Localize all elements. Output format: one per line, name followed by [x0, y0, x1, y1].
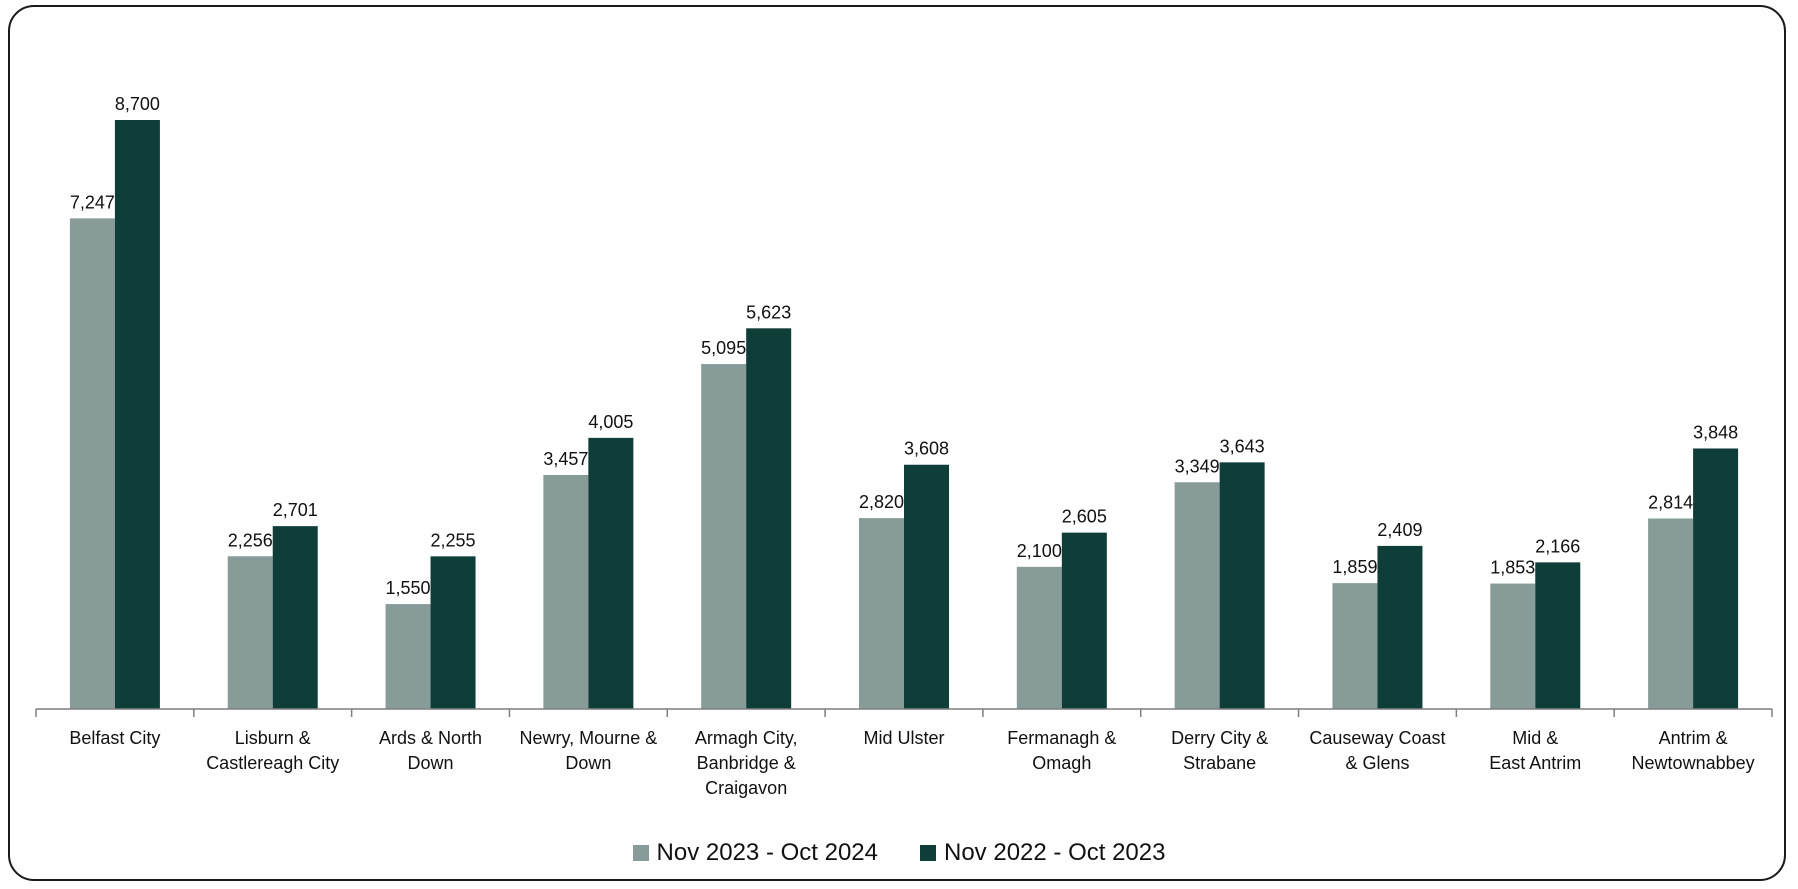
bar-series-2-4 [588, 437, 634, 709]
bar-series-1-6 [859, 518, 904, 709]
data-label-series-2-8: 3,643 [1220, 436, 1265, 456]
legend-swatch-series-2 [920, 845, 936, 861]
bar-series-2-7 [1061, 532, 1107, 709]
data-label-series-1-7: 2,100 [1017, 541, 1062, 561]
bar-series-2-6 [904, 464, 949, 709]
data-label-series-1-11: 2,814 [1648, 492, 1693, 512]
bar-series-1-5 [701, 364, 747, 709]
bar-series-2-3 [430, 556, 476, 709]
data-label-series-1-3: 1,550 [386, 578, 431, 598]
data-label-series-1-9: 1,859 [1332, 557, 1377, 577]
bar-series-2-1 [114, 120, 160, 709]
data-label-series-1-10: 1,853 [1490, 558, 1535, 578]
data-label-series-1-1: 7,247 [70, 192, 115, 212]
data-label-series-1-4: 3,457 [543, 449, 588, 469]
bar-series-2-11 [1693, 448, 1739, 709]
bar-series-1-1 [69, 218, 115, 710]
bar-series-1-3 [385, 604, 431, 709]
legend-label-series-1: Nov 2023 - Oct 2024 [656, 839, 878, 866]
legend: Nov 2023 - Oct 2024 Nov 2022 - Oct 2023 [0, 838, 1798, 868]
category-labels: Belfast City Lisburn & Castlereagh City Ard… [69, 728, 1754, 798]
data-label-series-2-7: 2,605 [1062, 507, 1107, 527]
bar-series-1-11 [1648, 518, 1694, 709]
data-label-series-1-6: 2,820 [859, 492, 904, 512]
category-label-5: Armagh City, Banbridge & Craigavon [695, 728, 798, 798]
category-label-11: Antrim & Newtownabbey [1632, 728, 1755, 773]
category-label-3: Ards & North Down [379, 728, 482, 773]
category-label-10: Mid & East Antrim [1489, 728, 1581, 773]
bar-series-2-2 [272, 526, 318, 709]
legend-swatch-series-1 [632, 845, 649, 861]
legend-item-series-1: Nov 2023 - Oct 2024 [632, 839, 878, 867]
data-label-series-2-11: 3,848 [1693, 422, 1738, 442]
category-label-1: Belfast City [69, 728, 160, 748]
bar-series-1-2 [227, 556, 273, 709]
bar-series-2-9 [1377, 545, 1423, 709]
bar-series-1-8 [1174, 482, 1220, 709]
category-label-2: Lisburn & Castlereagh City [206, 728, 339, 773]
category-label-4: Newry, Mourne & Down [520, 728, 658, 773]
data-label-series-2-3: 2,255 [431, 530, 476, 550]
category-label-9: Causeway Coast & Glens [1309, 728, 1445, 773]
data-label-series-2-10: 2,166 [1535, 536, 1580, 556]
bar-series-1-9 [1332, 583, 1378, 709]
data-label-series-1-5: 5,095 [701, 338, 746, 358]
bar-series-2-8 [1219, 462, 1265, 709]
legend-label-series-2: Nov 2022 - Oct 2023 [944, 839, 1166, 866]
bar-series-1-7 [1016, 566, 1062, 709]
data-label-series-2-6: 3,608 [904, 439, 949, 459]
bar-series-2-10 [1535, 562, 1581, 709]
data-label-series-1-8: 3,349 [1175, 456, 1220, 476]
data-label-series-2-4: 4,005 [588, 412, 633, 432]
bar-series-2-5 [746, 328, 792, 709]
bar-series-1-4 [543, 474, 589, 709]
data-label-series-2-1: 8,700 [115, 94, 160, 114]
category-label-6: Mid Ulster [863, 728, 944, 748]
category-label-7: Fermanagh & Omagh [1007, 728, 1116, 773]
bar-series-1-10 [1490, 583, 1536, 709]
bars-layer [69, 120, 1739, 710]
legend-item-series-2: Nov 2022 - Oct 2023 [920, 839, 1165, 867]
data-label-series-2-9: 2,409 [1377, 520, 1422, 540]
category-label-8: Derry City & Strabane [1171, 728, 1268, 773]
tick-marks [35, 709, 1773, 717]
data-label-series-2-2: 2,701 [273, 500, 318, 520]
chart-frame [8, 5, 1786, 881]
data-label-series-2-5: 5,623 [746, 302, 791, 322]
data-label-series-1-2: 2,256 [228, 530, 273, 550]
